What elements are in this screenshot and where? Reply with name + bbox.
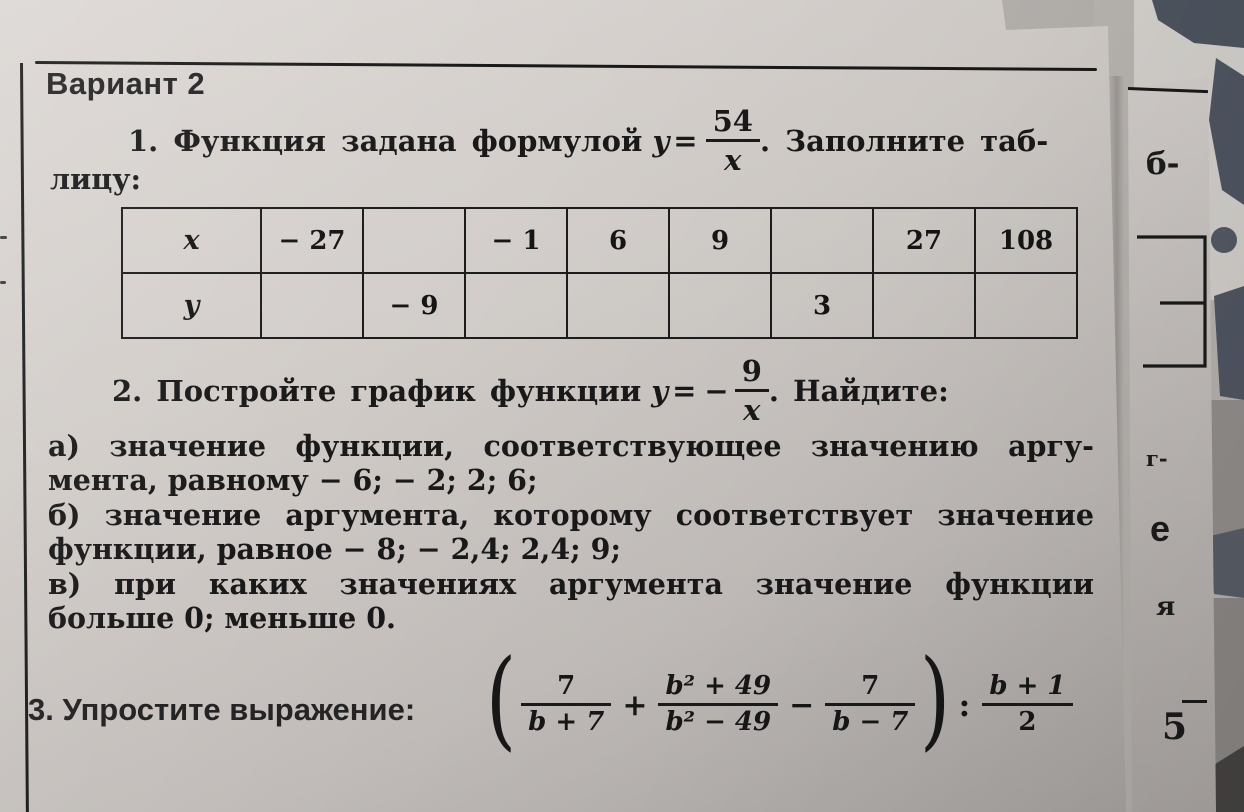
formula2-variable: y	[651, 374, 669, 408]
table-cell	[362, 207, 466, 274]
open-paren: (	[485, 636, 517, 762]
table-row-y: y − 9 3	[121, 272, 1078, 339]
frac2-denominator: b² − 49	[665, 706, 772, 737]
frac3-denominator: b − 7	[832, 706, 909, 737]
table-header-y: y	[121, 272, 262, 339]
table-cell: 9	[668, 207, 772, 274]
table-cell: − 1	[464, 207, 568, 274]
worksheet-page	[0, 0, 1126, 812]
expr-fraction-3: 7 b − 7	[825, 671, 916, 737]
expr-fraction-2: b² + 49 b² − 49	[658, 671, 779, 737]
adjacent-fragment-e: е	[1150, 508, 1171, 549]
table-row-x: x − 27 − 1 6 9 27 108	[121, 207, 1078, 274]
adjacent-page	[1128, 76, 1216, 812]
formula2-numerator: 9	[741, 353, 762, 388]
plus-operator: +	[622, 687, 648, 723]
adjacent-fragment-ya: я	[1156, 592, 1176, 622]
subitem-v-line1: в) при каких значениях аргумента значени…	[48, 567, 1094, 601]
frac2-numerator: b² + 49	[665, 671, 772, 702]
fraction-bar	[658, 703, 779, 706]
fraction-bar	[734, 389, 769, 392]
adjacent-table-edge	[1137, 235, 1207, 368]
formula1-equals: =	[673, 124, 698, 158]
frac4-denominator: 2	[1018, 706, 1037, 737]
problem2-line: 2. Постройте график функции y = − 9 x . …	[112, 352, 949, 430]
table-cell: − 9	[362, 272, 466, 339]
frac1-numerator: 7	[557, 671, 576, 702]
subitem-a-line1: а) значение функции, соответствующее зна…	[48, 429, 1094, 463]
table-cell	[260, 272, 364, 339]
table-cell	[668, 272, 772, 339]
formula1-numerator: 54	[712, 103, 753, 138]
photo-edge-mark	[0, 281, 6, 284]
variant-title: Вариант 2	[46, 66, 206, 101]
subitem-v-line2: больше 0; меньше 0.	[48, 601, 396, 635]
problem1-line2: лицу:	[50, 162, 142, 196]
close-paren: )	[920, 636, 951, 762]
formula1-fraction: 54 x	[705, 103, 760, 177]
formula2-fraction: 9 x	[734, 353, 769, 427]
fraction-bar	[825, 703, 916, 706]
table-cell	[770, 207, 874, 274]
problem1-tail: . Заполните таб-	[759, 124, 1049, 158]
formula1-denominator: x	[724, 142, 742, 177]
adjacent-fragment-b: б-	[1146, 146, 1180, 182]
formula2-minus: −	[704, 374, 729, 408]
problem2-tail: . Найдите:	[768, 374, 949, 408]
expr-fraction-4: b + 1 2	[982, 671, 1073, 737]
table-cell: 108	[974, 207, 1078, 274]
expr-fraction-1: 7 b + 7	[521, 671, 612, 737]
photo-edge-mark	[0, 236, 7, 239]
table-cell: 3	[770, 272, 874, 339]
subitem-b-line1: б) значение аргумента, которому соответс…	[48, 498, 1094, 532]
problem1-lead: 1. Функция задана формулой	[128, 124, 643, 158]
formula1-variable: y	[652, 124, 670, 158]
table-cell: − 27	[260, 207, 364, 274]
table-cell	[872, 272, 976, 339]
frac1-denominator: b + 7	[528, 706, 605, 737]
formula2-denominator: x	[743, 392, 761, 427]
table-cell	[974, 272, 1078, 339]
divide-operator: :	[958, 686, 971, 724]
subitem-a-line2: мента, равному − 6; − 2; 2; 6;	[48, 463, 538, 497]
problem3-expression: ( 7 b + 7 + b² + 49 b² − 49 − 7 b − 7 ) …	[486, 636, 1073, 770]
adjacent-fragment-g: г-	[1146, 446, 1168, 471]
fraction-bar	[521, 703, 612, 706]
problem2-lead: 2. Постройте график функции	[112, 374, 642, 408]
fraction-bar	[982, 703, 1073, 706]
values-table: x − 27 − 1 6 9 27 108 y − 9 3	[121, 207, 1078, 339]
table-cell: 6	[566, 207, 670, 274]
table-cell	[566, 272, 670, 339]
problem1-line1: 1. Функция задана формулой y = 54 x . За…	[128, 103, 1048, 179]
formula2-equals: =	[672, 374, 697, 408]
frac3-numerator: 7	[861, 671, 880, 702]
table-header-x: x	[121, 207, 262, 274]
frac4-numerator: b + 1	[989, 671, 1066, 702]
fraction-bar	[705, 139, 760, 142]
adjacent-fraction-bar	[1182, 700, 1207, 703]
table-cell: 27	[872, 207, 976, 274]
adjacent-fragment-5: 5	[1162, 706, 1188, 748]
minus-operator: −	[789, 687, 815, 723]
problem3-label: 3. Упростите выражение:	[28, 692, 416, 727]
subitem-b-line2: функции, равное − 8; − 2,4; 2,4; 9;	[48, 532, 621, 566]
table-cell	[464, 272, 568, 339]
